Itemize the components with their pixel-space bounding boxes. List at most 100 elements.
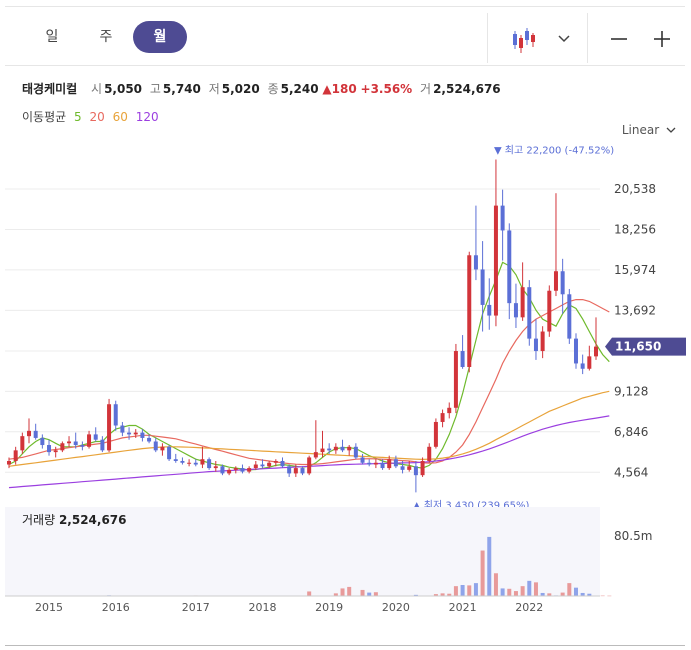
high-value: 5,740 — [162, 82, 201, 96]
volume-bar — [440, 593, 445, 596]
candle-body — [487, 304, 492, 316]
volume-bar — [347, 586, 352, 596]
candle-body — [393, 459, 398, 467]
volume-bar — [500, 588, 505, 596]
zoom-out-button[interactable] — [602, 22, 636, 56]
candle-body — [413, 466, 418, 476]
y-tick-label: 20,538 — [614, 182, 656, 196]
candle-body — [500, 205, 505, 231]
volume-bar — [507, 588, 512, 596]
low-label: 저 — [208, 82, 220, 96]
candle-body — [427, 446, 432, 461]
y-tick-label: 9,128 — [614, 384, 648, 398]
tab-month[interactable]: 월 — [133, 21, 187, 53]
candle-body — [280, 460, 285, 467]
candle-body — [453, 351, 458, 408]
candle-body — [540, 331, 545, 352]
candle-body — [220, 466, 225, 474]
volume-tick-label: 80.5m — [614, 529, 652, 543]
volume-bar — [367, 592, 372, 596]
candle-body — [327, 448, 332, 451]
candle-body — [240, 468, 245, 472]
candle-body — [333, 446, 338, 451]
candle-body — [420, 460, 425, 476]
low-value: 5,020 — [221, 82, 260, 96]
ma-20[interactable]: 20 — [89, 110, 105, 124]
x-tick-label: 2016 — [102, 601, 130, 614]
scale-label: Linear — [621, 123, 660, 137]
candle-body — [273, 460, 278, 463]
ma-line-5 — [8, 261, 610, 471]
candle-body — [567, 294, 572, 339]
x-tick-label: 2018 — [248, 601, 276, 614]
high-label: 고 — [149, 82, 161, 96]
candle-body — [167, 446, 172, 460]
candle-body — [553, 271, 558, 291]
volume-bar — [493, 573, 498, 596]
candle-body — [320, 448, 325, 453]
candle-body — [347, 446, 352, 451]
y-tick-label: 18,256 — [614, 222, 656, 236]
volume-bar — [307, 591, 312, 596]
candle-body — [287, 466, 292, 474]
volume-bar — [600, 595, 605, 597]
candle-body — [520, 287, 525, 318]
candle-body — [507, 230, 512, 304]
open-value: 5,050 — [104, 82, 143, 96]
candle-body — [147, 437, 152, 442]
volume-bar — [547, 593, 552, 596]
candle-body — [293, 468, 298, 474]
candle-body — [20, 436, 25, 451]
candle-body — [53, 450, 58, 453]
y-tick-label: 15,974 — [614, 263, 656, 277]
candle-body — [233, 468, 238, 470]
current-price-tag — [605, 337, 686, 356]
chart-type-selector[interactable] — [510, 25, 570, 55]
candle-body — [153, 441, 158, 451]
divider — [587, 13, 588, 63]
candle-body — [573, 338, 578, 364]
candle-body — [460, 351, 465, 367]
candle-body — [480, 269, 485, 305]
ma-label: 이동평균 — [22, 110, 67, 124]
candle-body — [467, 255, 472, 367]
scale-selector[interactable]: Linear — [621, 123, 676, 137]
x-tick-label: 2022 — [515, 601, 543, 614]
candle-body — [267, 462, 272, 467]
candle-body — [187, 462, 192, 464]
zoom-in-button[interactable] — [645, 22, 679, 56]
candle-body — [380, 462, 385, 469]
tab-week[interactable]: 주 — [99, 29, 113, 45]
volume-bar — [480, 550, 485, 596]
bottom-divider — [5, 645, 685, 646]
ma-line-20 — [8, 299, 610, 466]
ma-5[interactable]: 5 — [74, 110, 82, 124]
candle-body — [120, 425, 125, 433]
candle-body — [73, 441, 78, 446]
candle-body — [433, 421, 438, 447]
x-tick-label: 2019 — [315, 601, 343, 614]
y-tick-label: 13,692 — [614, 303, 656, 317]
ma-120[interactable]: 120 — [135, 110, 159, 124]
current-price-label: 11,650 — [615, 340, 661, 354]
candle-body — [447, 407, 452, 414]
volume-bar — [473, 583, 478, 596]
volume-bar — [520, 586, 525, 596]
candle-body — [213, 466, 218, 469]
candle-body — [7, 460, 11, 465]
candle-body — [367, 462, 372, 465]
ma-60[interactable]: 60 — [112, 110, 128, 124]
max-price-annotation: ▼ 최고 22,200 (-47.52%) — [494, 145, 614, 157]
candle-body — [547, 290, 552, 332]
volume-bar — [573, 587, 578, 596]
ma-line-60 — [8, 390, 610, 467]
tab-day[interactable]: 일 — [45, 29, 59, 45]
candle-body — [400, 466, 405, 470]
candle-body — [93, 434, 98, 440]
x-tick-label: 2020 — [382, 601, 410, 614]
candle-body — [193, 462, 198, 465]
candle-body — [160, 446, 165, 451]
candlestick-icon — [513, 28, 535, 53]
volume-bar — [513, 591, 518, 596]
